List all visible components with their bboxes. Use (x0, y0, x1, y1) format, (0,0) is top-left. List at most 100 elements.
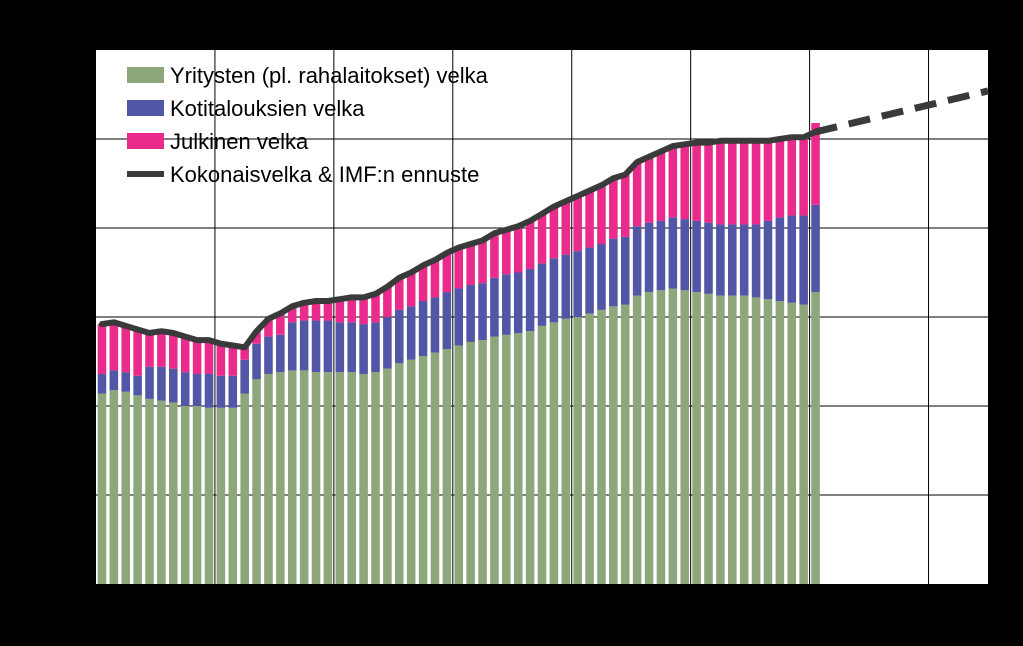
bar-segment-public (632, 162, 642, 227)
bar-segment-corporate (632, 295, 642, 584)
bar-segment-household (157, 366, 166, 401)
total-debt-line (98, 128, 819, 351)
bar-segment-corporate (204, 407, 214, 584)
bar-segment-public (192, 340, 202, 374)
bar-segment-household (609, 238, 618, 307)
bar-segment-household (513, 272, 523, 334)
bar-segment-household (347, 322, 356, 373)
bar-segment-corporate (490, 336, 499, 584)
bar-segment-corporate (121, 391, 131, 584)
bar-segment-public (430, 260, 440, 298)
bar-segment-household (216, 375, 226, 408)
bar-segment-corporate (620, 304, 630, 584)
bar-segment-public (573, 195, 582, 252)
bar-segment-public (502, 229, 511, 275)
bar-segment-household (573, 251, 582, 317)
bar-segment-public (561, 201, 571, 255)
bar-segment-household (620, 236, 630, 305)
legend-swatch (127, 67, 164, 83)
bar-segment-public (478, 240, 487, 284)
bar-segment-household (716, 224, 725, 296)
bar-segment-household (394, 309, 404, 364)
bar-segment-household (775, 217, 785, 301)
bar-segment-public (680, 144, 690, 220)
legend-label: Julkinen velka (170, 129, 309, 154)
bar-segment-public (799, 137, 808, 216)
bar-segment-public (728, 140, 737, 225)
bar-segment-household (478, 283, 487, 341)
bar-segment-household (97, 373, 107, 394)
bar-segment-corporate (549, 322, 559, 584)
bar-segment-corporate (252, 379, 261, 584)
bar-segment-household (204, 373, 214, 408)
bar-segment-public (644, 156, 654, 223)
bar-segment-household (133, 375, 142, 396)
bar-segment-corporate (525, 331, 535, 584)
bar-segment-corporate (216, 407, 226, 584)
bar-segment-corporate (573, 317, 582, 584)
bar-segment-household (240, 359, 249, 394)
bar-segment-corporate (406, 359, 416, 584)
bar-segment-household (704, 222, 713, 294)
bar-segment-corporate (537, 325, 547, 584)
bar-segment-public (704, 142, 713, 223)
bar-segment-public (311, 300, 321, 321)
bar-segment-corporate (430, 352, 440, 584)
bar-segment-public (739, 140, 749, 225)
bar-segment-household (537, 263, 547, 326)
bar-segment-corporate (359, 373, 368, 584)
bar-segment-household (787, 215, 797, 303)
bar-segment-public (216, 343, 226, 376)
bar-segment-household (252, 343, 261, 380)
bar-segment-public (609, 178, 618, 239)
bar-segment-household (323, 320, 333, 373)
bar-segment-household (145, 366, 154, 399)
bar-segment-corporate (228, 407, 238, 584)
bar-segment-corporate (466, 341, 475, 584)
legend-label: Kokonaisvelka & IMF:n ennuste (170, 162, 479, 187)
bar-segment-corporate (811, 292, 820, 584)
bar-segment-corporate (454, 345, 464, 584)
bar-segment-public (787, 137, 797, 216)
stacked-bars (97, 122, 820, 584)
bar-segment-public (775, 139, 785, 218)
bar-segment-household (466, 284, 475, 342)
bar-segment-public (204, 340, 214, 374)
bar-segment-household (311, 320, 321, 373)
bar-segment-corporate (287, 370, 297, 584)
bar-segment-household (180, 372, 190, 406)
bar-segment-public (335, 299, 345, 323)
bar-segment-public (751, 140, 761, 225)
bar-segment-household (597, 244, 606, 310)
total-debt-line (98, 87, 989, 351)
bar-segment-corporate (739, 295, 749, 584)
bar-segment-household (454, 288, 464, 346)
bar-segment-household (264, 336, 273, 374)
bar-segment-corporate (180, 406, 190, 584)
bar-segment-household (383, 317, 392, 369)
bar-segment-corporate (656, 290, 666, 584)
bar-segment-household (442, 292, 452, 350)
bar-segment-household (335, 322, 345, 373)
legend: Yritysten (pl. rahalaitokset) velka Kotit… (127, 63, 489, 187)
bar-segment-corporate (109, 389, 119, 584)
bar-segment-public (525, 220, 535, 269)
bar-segment-public (97, 324, 107, 374)
bar-segment-corporate (157, 400, 166, 584)
bar-segment-household (632, 226, 642, 296)
bar-segment-household (680, 219, 690, 291)
bar-segment-public (371, 293, 380, 323)
bar-segment-corporate (276, 372, 285, 584)
legend-label: Kotitalouksien velka (170, 96, 365, 121)
bar-segment-household (371, 322, 380, 373)
bar-segment-public (585, 190, 594, 248)
bar-segment-corporate (728, 295, 737, 584)
bar-segment-corporate (192, 406, 202, 584)
bar-segment-household (561, 254, 571, 319)
bar-segment-public (656, 151, 666, 221)
bar-segment-corporate (704, 293, 713, 584)
bar-segment-corporate (335, 372, 345, 584)
bar-segment-corporate (585, 313, 594, 584)
bar-segment-corporate (347, 372, 356, 584)
